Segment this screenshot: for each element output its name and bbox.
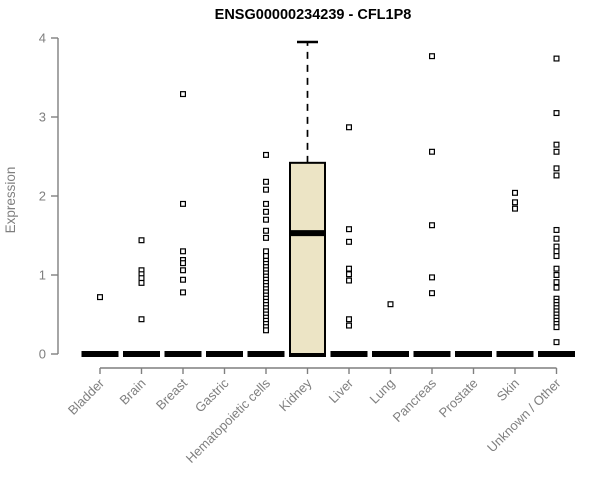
zero-median-bar bbox=[372, 351, 409, 357]
zero-median-bar bbox=[81, 351, 119, 357]
sample-point bbox=[180, 276, 187, 283]
y-tick-label: 1 bbox=[39, 268, 46, 283]
sample-point bbox=[553, 110, 560, 117]
sample-point bbox=[553, 165, 560, 172]
x-tick-label: Kidney bbox=[276, 375, 315, 414]
sample-point bbox=[553, 235, 560, 242]
sample-point bbox=[553, 265, 560, 272]
sample-point bbox=[180, 248, 187, 255]
sample-point bbox=[553, 272, 560, 279]
sample-point bbox=[553, 172, 560, 179]
sample-point bbox=[263, 200, 270, 207]
x-tick-label: Pancreas bbox=[390, 375, 440, 425]
sample-point bbox=[263, 234, 270, 241]
sample-point bbox=[263, 253, 270, 260]
sample-point bbox=[138, 279, 145, 286]
sample-point bbox=[346, 124, 353, 131]
chart-title: ENSG00000234239 - CFL1P8 bbox=[215, 7, 412, 23]
sample-point bbox=[553, 339, 560, 346]
sample-point bbox=[346, 271, 353, 278]
sample-point bbox=[346, 316, 353, 323]
sample-point bbox=[263, 208, 270, 215]
sample-point bbox=[180, 289, 187, 296]
sample-point bbox=[263, 327, 270, 334]
x-tick-label: Bladder bbox=[65, 375, 108, 418]
x-tick-label: Unknown / Other bbox=[484, 375, 564, 455]
sample-point bbox=[138, 275, 145, 282]
sample-point bbox=[263, 178, 270, 185]
sample-point bbox=[429, 148, 436, 155]
sample-point bbox=[429, 290, 436, 297]
y-tick-label: 2 bbox=[39, 189, 46, 204]
sample-point bbox=[263, 248, 270, 255]
x-tick-label: Lung bbox=[367, 376, 398, 407]
sample-point bbox=[263, 151, 270, 158]
x-tick-label: Skin bbox=[494, 376, 522, 404]
sample-point bbox=[553, 148, 560, 155]
sample-point bbox=[553, 55, 560, 62]
zero-median-bar bbox=[164, 351, 202, 357]
zero-median-bar bbox=[330, 351, 368, 357]
sample-point bbox=[553, 279, 560, 286]
sample-point bbox=[180, 260, 187, 267]
sample-point bbox=[346, 238, 353, 245]
y-tick-label: 0 bbox=[39, 347, 46, 362]
sample-point bbox=[180, 267, 187, 274]
zero-median-bar bbox=[496, 351, 534, 357]
median-bar bbox=[290, 230, 325, 237]
zero-median-bar bbox=[538, 351, 575, 357]
sample-point bbox=[346, 277, 353, 284]
sample-point bbox=[138, 316, 145, 323]
sample-point bbox=[553, 324, 560, 331]
sample-point bbox=[429, 53, 436, 60]
sample-point bbox=[346, 226, 353, 233]
sample-point bbox=[553, 248, 560, 255]
sample-point bbox=[511, 189, 518, 196]
sample-point bbox=[553, 253, 560, 260]
sample-point bbox=[429, 274, 436, 281]
zero-median-bar bbox=[206, 351, 243, 357]
sample-point bbox=[511, 205, 518, 212]
box bbox=[289, 161, 326, 355]
y-axis-title: Expression bbox=[3, 167, 18, 234]
x-tick-label: Gastric bbox=[192, 375, 232, 415]
sample-point bbox=[553, 284, 560, 291]
plot-marks bbox=[81, 40, 575, 357]
sample-point bbox=[553, 226, 560, 233]
sample-point bbox=[387, 301, 394, 308]
sample-point bbox=[263, 186, 270, 193]
sample-point bbox=[180, 91, 187, 98]
sample-point bbox=[180, 200, 187, 207]
sample-point bbox=[138, 237, 145, 244]
sample-point bbox=[553, 141, 560, 148]
sample-point bbox=[263, 227, 270, 234]
sample-point bbox=[96, 294, 103, 301]
x-tick-label: Breast bbox=[153, 375, 190, 412]
x-tick-label: Prostate bbox=[436, 376, 481, 421]
sample-point bbox=[346, 322, 353, 329]
zero-median-bar bbox=[247, 351, 285, 357]
zero-median-bar bbox=[123, 351, 160, 357]
sample-point bbox=[429, 222, 436, 229]
sample-point bbox=[553, 243, 560, 250]
x-tick-label: Brain bbox=[117, 376, 149, 408]
x-tick-label: Liver bbox=[326, 375, 357, 406]
y-tick-label: 3 bbox=[39, 110, 46, 125]
y-tick-label: 4 bbox=[39, 31, 46, 46]
sample-point bbox=[263, 216, 270, 223]
zero-median-bar bbox=[455, 351, 492, 357]
sample-point bbox=[346, 265, 353, 272]
zero-median-bar bbox=[413, 351, 451, 357]
sample-point bbox=[511, 199, 518, 206]
